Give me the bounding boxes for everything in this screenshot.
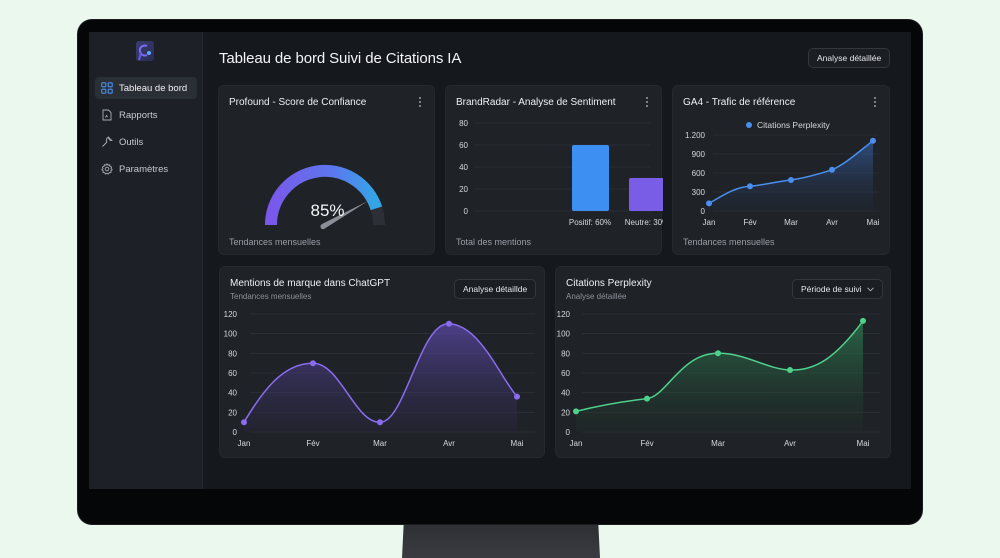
- svg-text:Positif: 60%: Positif: 60%: [569, 218, 611, 227]
- svg-text:300: 300: [692, 188, 706, 197]
- svg-text:0: 0: [464, 207, 469, 216]
- svg-text:Mar: Mar: [784, 218, 798, 227]
- card-subtitle: Tendances mensuelles: [230, 292, 312, 301]
- legend-dot-icon: [746, 122, 752, 128]
- svg-text:120: 120: [557, 310, 571, 319]
- dashboard-grid-icon: [101, 82, 113, 94]
- kebab-menu-icon[interactable]: [645, 97, 649, 109]
- svg-text:Mai: Mai: [857, 439, 870, 448]
- sidebar-item-dashboard[interactable]: Tableau de bord: [95, 77, 197, 99]
- perplexity-citations-card: Citations Perplexity Analyse détaillée P…: [555, 266, 891, 458]
- svg-text:60: 60: [228, 369, 237, 378]
- svg-text:Jan: Jan: [570, 439, 583, 448]
- card-title: GA4 - Trafic de référence: [683, 97, 796, 108]
- svg-text:20: 20: [459, 185, 468, 194]
- wrench-icon: [102, 136, 113, 147]
- report-document-icon: [102, 109, 112, 121]
- svg-text:80: 80: [459, 119, 468, 128]
- svg-text:Mar: Mar: [711, 439, 725, 448]
- detailed-analysis-button[interactable]: Analyse détaillée: [808, 48, 891, 68]
- sidebar-item-label: Tableau de bord: [119, 82, 188, 94]
- detailed-analysis-button[interactable]: Analyse détaillde: [454, 279, 537, 299]
- perplexity-area-chart: 120 100 80 60 40 20 0 Jan Fév Mar Avr Mai: [557, 310, 880, 448]
- svg-text:900: 900: [692, 150, 706, 159]
- gear-icon: [101, 163, 113, 175]
- svg-text:Avr: Avr: [784, 439, 796, 448]
- svg-text:60: 60: [561, 369, 570, 378]
- svg-text:40: 40: [459, 163, 468, 172]
- card-title: BrandRadar - Analyse de Sentiment: [456, 97, 616, 108]
- svg-text:0: 0: [701, 207, 706, 216]
- card-title: Mentions de marque dans ChatGPT: [230, 278, 391, 289]
- dropdown-label: Période de suivi: [801, 284, 862, 294]
- card-title: Citations Perplexity: [566, 278, 652, 289]
- svg-text:60: 60: [459, 141, 468, 150]
- svg-text:20: 20: [561, 408, 570, 417]
- svg-text:120: 120: [224, 310, 238, 319]
- sidebar-item-label: Rapports: [119, 109, 158, 121]
- card-title: Profound - Score de Confiance: [229, 97, 367, 108]
- chatgpt-mentions-card: Mentions de marque dans ChatGPT Tendance…: [219, 266, 545, 458]
- svg-text:Mai: Mai: [867, 218, 880, 227]
- svg-text:600: 600: [692, 169, 706, 178]
- gauge-chart: [264, 164, 385, 230]
- kebab-menu-icon[interactable]: [873, 97, 877, 109]
- svg-text:Mar: Mar: [373, 439, 387, 448]
- chart-legend: Citations Perplexity: [746, 120, 830, 130]
- svg-text:80: 80: [228, 349, 237, 358]
- bar-positive: [572, 145, 609, 211]
- legend-label: Citations Perplexity: [757, 120, 830, 130]
- bar-neutral: [629, 178, 663, 211]
- svg-text:Avr: Avr: [443, 439, 455, 448]
- tracking-period-dropdown[interactable]: Période de suivi: [792, 279, 884, 299]
- svg-text:40: 40: [228, 389, 237, 398]
- kebab-menu-icon[interactable]: [418, 97, 422, 109]
- card-footer: Tendances mensuelles: [683, 237, 775, 247]
- svg-text:Jan: Jan: [703, 218, 716, 227]
- svg-text:Fév: Fév: [306, 439, 319, 448]
- svg-text:Neutre: 30%: Neutre: 30%: [625, 218, 663, 227]
- svg-text:1.200: 1.200: [685, 131, 706, 140]
- card-subtitle: Analyse détaillée: [566, 292, 627, 301]
- sidebar-item-tools[interactable]: Outils: [95, 131, 197, 153]
- svg-text:Avr: Avr: [826, 218, 838, 227]
- sidebar: Tableau de bord Rapports Outils Paramètr…: [89, 32, 203, 489]
- svg-text:Jan: Jan: [238, 439, 251, 448]
- card-footer: Tendances mensuelles: [229, 237, 321, 247]
- gauge-value: 85%: [310, 201, 345, 220]
- card-footer: Total des mentions: [456, 237, 532, 247]
- sentiment-card: BrandRadar - Analyse de Sentiment 80 60 40…: [445, 85, 663, 255]
- sidebar-item-label: Outils: [119, 136, 144, 148]
- gauge-needle: [322, 201, 368, 229]
- svg-text:100: 100: [557, 330, 571, 339]
- svg-text:80: 80: [561, 349, 570, 358]
- dashboard-screen: Tableau de bord Rapports Outils Paramètr…: [89, 32, 911, 489]
- svg-text:20: 20: [228, 408, 237, 417]
- brand-logo-icon[interactable]: [136, 41, 154, 61]
- page-title: Tableau de bord Suivi de Citations IA: [219, 50, 462, 67]
- gauge-value-arc: [264, 164, 383, 226]
- svg-text:100: 100: [224, 330, 238, 339]
- svg-text:Fév: Fév: [640, 439, 653, 448]
- svg-text:Fév: Fév: [743, 218, 756, 227]
- svg-text:40: 40: [561, 389, 570, 398]
- traffic-line-chart: 1.200 900 600 300 0 Jan Fév Mar Avr Mai: [685, 131, 880, 227]
- svg-text:0: 0: [233, 428, 238, 437]
- chatgpt-area-chart: 120 100 80 60 40 20 0 Jan Fév Mar Avr Mai: [224, 310, 535, 448]
- sidebar-item-reports[interactable]: Rapports: [95, 104, 197, 126]
- svg-text:0: 0: [566, 428, 571, 437]
- sidebar-item-label: Paramètres: [119, 163, 169, 175]
- monitor-stand: [402, 518, 600, 558]
- chevron-down-icon: [867, 286, 875, 291]
- svg-text:Mai: Mai: [511, 439, 524, 448]
- sidebar-item-settings[interactable]: Paramètres: [95, 158, 197, 180]
- referral-traffic-card: GA4 - Trafic de référence Citations Perp…: [672, 85, 890, 255]
- confidence-score-card: Profound - Score de Confiance 85% Tendan…: [218, 85, 435, 255]
